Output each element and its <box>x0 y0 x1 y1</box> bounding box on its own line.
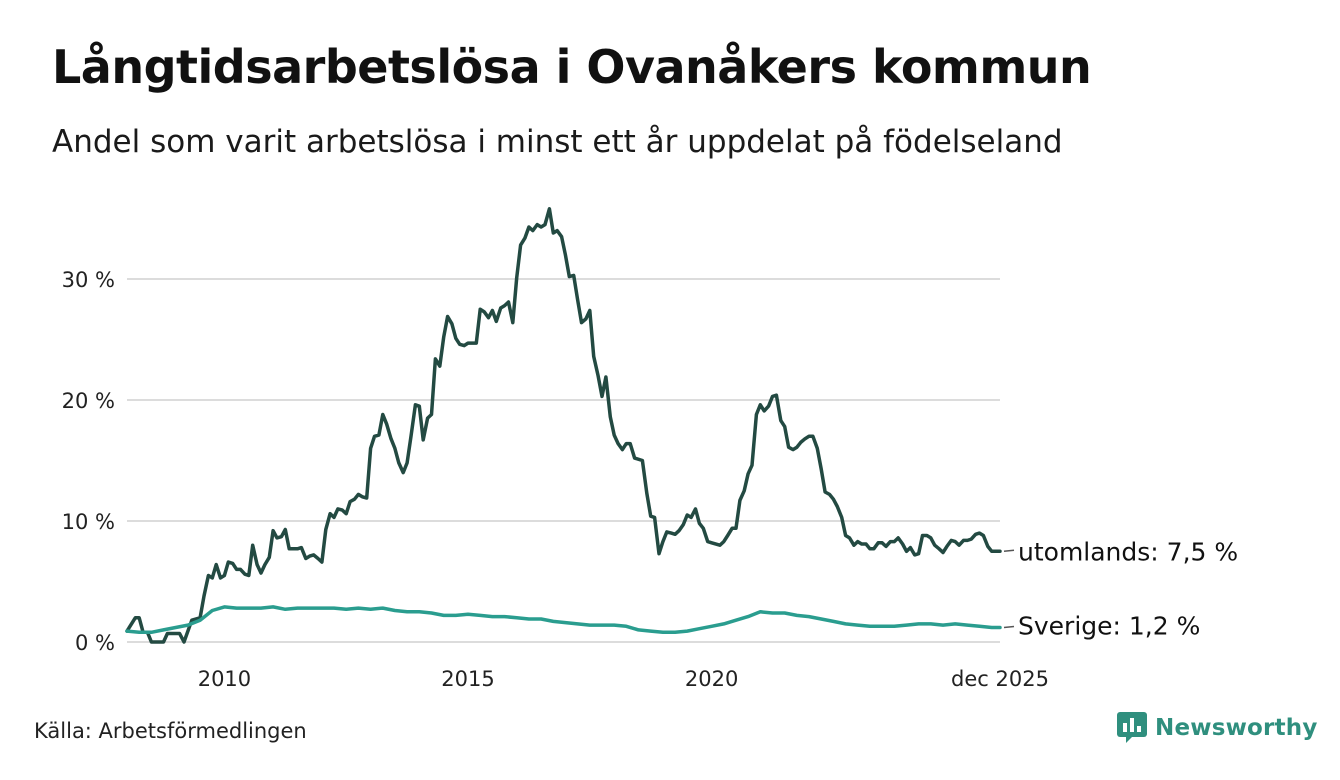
series-label-leader <box>1003 549 1015 552</box>
chart-title: Långtidsarbetslösa i Ovanåkers kommun <box>52 40 1092 94</box>
brand-logo: Newsworthy <box>1117 712 1318 744</box>
series-label-leader <box>1003 625 1015 629</box>
y-tick-label: 0 % <box>75 631 115 655</box>
series-end-label-utomlands: utomlands: 7,5 % <box>1018 537 1238 566</box>
y-tick-label: 10 % <box>62 510 115 534</box>
series-end-label-sverige: Sverige: 1,2 % <box>1018 611 1200 640</box>
x-tick-label: dec 2025 <box>951 667 1049 691</box>
gridlines <box>127 278 1000 643</box>
x-tick-label: 2020 <box>685 667 738 691</box>
y-tick-label: 20 % <box>62 389 115 413</box>
brand-name: Newsworthy <box>1155 715 1318 741</box>
x-axis-ticks: 2010 2015 2020 dec 2025 <box>198 667 1049 691</box>
newsworthy-logo-icon <box>1117 712 1147 743</box>
series-end-labels: utomlands: 7,5 % Sverige: 1,2 % <box>1003 537 1238 640</box>
x-tick-label: 2015 <box>441 667 494 691</box>
series-line-sverige <box>125 605 1002 635</box>
source-note: Källa: Arbetsförmedlingen <box>34 719 307 743</box>
series-line-utomlands <box>125 207 1002 644</box>
y-axis-ticks: 0 % 10 % 20 % 30 % <box>62 268 115 655</box>
y-tick-label: 30 % <box>62 268 115 292</box>
series-lines <box>125 207 1002 644</box>
chart-subtitle: Andel som varit arbetslösa i minst ett å… <box>52 124 1063 160</box>
x-tick-label: 2010 <box>198 667 251 691</box>
